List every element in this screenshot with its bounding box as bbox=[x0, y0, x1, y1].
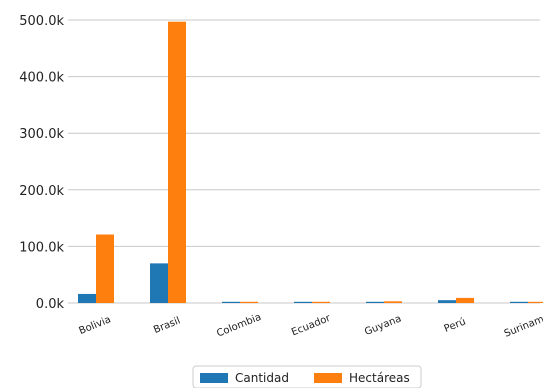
bar-cantidad-brasil bbox=[150, 263, 168, 303]
legend-label: Cantidad bbox=[235, 371, 289, 385]
x-tick-label: Bolivia bbox=[78, 314, 113, 337]
legend-swatch bbox=[314, 373, 342, 383]
bar-cantidad-guyana bbox=[366, 301, 384, 303]
y-tick-label: 200.0k bbox=[19, 184, 64, 199]
x-tick-label: Guyana bbox=[363, 313, 403, 338]
grid-lines bbox=[68, 19, 540, 304]
legend-label: Hectáreas bbox=[349, 371, 410, 385]
bar-hectáreas-guyana bbox=[384, 301, 402, 303]
y-tick-label: 100.0k bbox=[19, 240, 64, 255]
x-tick-label: Suriname bbox=[503, 312, 543, 340]
y-tick-label: 400.0k bbox=[19, 71, 64, 86]
y-axis: 0.0k 100.0k 200.0k 300.0k 400.0k 500.0k bbox=[19, 14, 64, 312]
bar-cantidad-bolivia bbox=[78, 293, 96, 303]
bar-hectáreas-ecuador bbox=[312, 301, 330, 303]
bar-cantidad-suriname bbox=[510, 301, 528, 303]
bar-hectáreas-suriname bbox=[528, 301, 543, 303]
bar-hectáreas-perú bbox=[456, 297, 474, 303]
bar-cantidad-colombia bbox=[222, 301, 240, 303]
y-tick-label: 300.0k bbox=[19, 127, 64, 142]
bars bbox=[78, 21, 543, 304]
x-tick-label: Brasil bbox=[152, 315, 182, 336]
bar-cantidad-ecuador bbox=[294, 301, 312, 303]
legend-swatch bbox=[200, 373, 228, 383]
legend: Cantidad Hectáreas bbox=[192, 365, 422, 388]
legend-box bbox=[192, 365, 422, 388]
x-tick-label: Perú bbox=[442, 315, 467, 334]
y-tick-label: 500.0k bbox=[19, 14, 64, 29]
bar-hectáreas-brasil bbox=[168, 21, 186, 304]
bar-cantidad-perú bbox=[438, 300, 456, 303]
x-tick-label: Colombia bbox=[215, 312, 263, 340]
bar-hectáreas-bolivia bbox=[96, 234, 114, 303]
y-tick-label: 0.0k bbox=[36, 297, 65, 312]
x-tick-label: Ecuador bbox=[290, 313, 333, 339]
bar-hectáreas-colombia bbox=[240, 301, 258, 303]
x-axis: Bolivia Brasil Colombia Ecuador Guyana Perú Su… bbox=[78, 312, 543, 340]
